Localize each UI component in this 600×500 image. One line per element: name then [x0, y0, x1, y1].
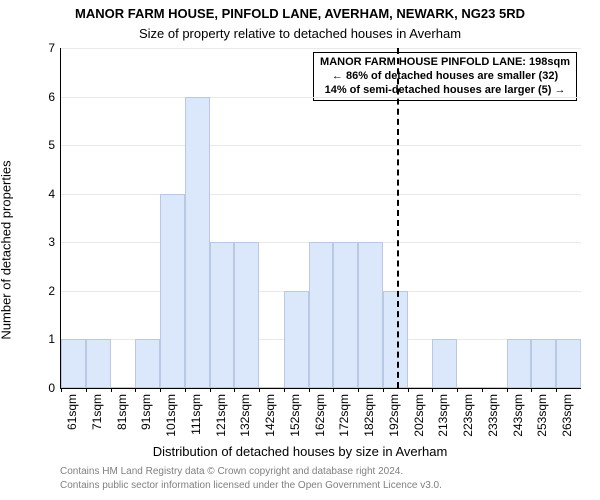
x-tick: [234, 388, 235, 392]
x-tick-label: 192sqm: [387, 394, 401, 442]
legend-line-3: 14% of semi-detached houses are larger (…: [320, 84, 570, 98]
x-tick: [408, 388, 409, 392]
x-tick-label: 172sqm: [337, 394, 351, 442]
gridline: [61, 145, 581, 146]
chart-title: MANOR FARM HOUSE, PINFOLD LANE, AVERHAM,…: [0, 6, 600, 21]
gridline: [61, 97, 581, 98]
x-tick-label: 61sqm: [65, 394, 79, 442]
x-tick-label: 152sqm: [288, 394, 302, 442]
bar: [507, 339, 532, 388]
bar: [482, 387, 507, 388]
x-tick: [160, 388, 161, 392]
y-tick-label: 4: [48, 187, 61, 201]
bar: [309, 242, 334, 388]
x-tick: [507, 388, 508, 392]
bar: [284, 291, 309, 388]
y-tick-label: 7: [48, 41, 61, 55]
x-tick-label: 81sqm: [115, 394, 129, 442]
x-tick-label: 162sqm: [313, 394, 327, 442]
x-tick-label: 101sqm: [164, 394, 178, 442]
y-axis-label: Number of detached properties: [0, 160, 14, 339]
footer-line-1: Contains HM Land Registry data © Crown c…: [60, 466, 403, 477]
x-tick-label: 91sqm: [139, 394, 153, 442]
x-tick-label: 142sqm: [263, 394, 277, 442]
bar: [432, 339, 457, 388]
x-tick: [482, 388, 483, 392]
x-tick-label: 213sqm: [436, 394, 450, 442]
reference-line: [397, 48, 399, 388]
y-tick-label: 0: [48, 381, 61, 395]
bar: [160, 194, 185, 388]
bar: [234, 242, 259, 388]
legend-line-1: MANOR FARM HOUSE PINFOLD LANE: 198sqm: [320, 56, 570, 70]
bar: [86, 339, 111, 388]
x-tick-label: 121sqm: [214, 394, 228, 442]
x-tick: [556, 388, 557, 392]
y-tick-label: 2: [48, 284, 61, 298]
x-tick-label: 233sqm: [486, 394, 500, 442]
footer-line-2: Contains public sector information licen…: [60, 480, 442, 491]
bar: [457, 387, 482, 388]
bar: [210, 242, 235, 388]
bar: [556, 339, 581, 388]
x-tick: [185, 388, 186, 392]
x-tick: [432, 388, 433, 392]
chart-container: { "chart": { "type": "histogram", "title…: [0, 0, 600, 500]
x-tick-label: 182sqm: [362, 394, 376, 442]
x-tick: [457, 388, 458, 392]
y-tick-label: 5: [48, 138, 61, 152]
y-tick-label: 1: [48, 332, 61, 346]
x-tick-label: 223sqm: [461, 394, 475, 442]
x-tick: [86, 388, 87, 392]
x-tick: [333, 388, 334, 392]
bar: [408, 387, 433, 388]
bar: [383, 291, 408, 388]
x-tick-label: 111sqm: [189, 394, 203, 442]
bar: [531, 339, 556, 388]
x-tick: [358, 388, 359, 392]
bar: [358, 242, 383, 388]
gridline: [61, 48, 581, 49]
x-tick-label: 263sqm: [560, 394, 574, 442]
x-tick: [383, 388, 384, 392]
x-tick-label: 243sqm: [511, 394, 525, 442]
x-tick: [259, 388, 260, 392]
gridline: [61, 194, 581, 195]
bar: [259, 387, 284, 388]
x-tick: [135, 388, 136, 392]
y-tick-label: 6: [48, 90, 61, 104]
x-tick-label: 253sqm: [535, 394, 549, 442]
bar: [111, 387, 136, 388]
x-axis-label: Distribution of detached houses by size …: [0, 444, 600, 459]
x-tick: [309, 388, 310, 392]
x-tick-label: 202sqm: [412, 394, 426, 442]
bar: [333, 242, 358, 388]
plot-area: MANOR FARM HOUSE PINFOLD LANE: 198sqm ← …: [60, 48, 581, 389]
x-tick: [284, 388, 285, 392]
bar: [185, 97, 210, 388]
x-tick-label: 132sqm: [238, 394, 252, 442]
chart-subtitle: Size of property relative to detached ho…: [0, 26, 600, 41]
x-tick-label: 71sqm: [90, 394, 104, 442]
x-tick: [61, 388, 62, 392]
legend-line-2: ← 86% of detached houses are smaller (32…: [320, 70, 570, 84]
legend-box: MANOR FARM HOUSE PINFOLD LANE: 198sqm ← …: [313, 52, 577, 101]
x-tick: [111, 388, 112, 392]
y-tick-label: 3: [48, 235, 61, 249]
x-tick: [210, 388, 211, 392]
bar: [135, 339, 160, 388]
bar: [61, 339, 86, 388]
x-tick: [531, 388, 532, 392]
